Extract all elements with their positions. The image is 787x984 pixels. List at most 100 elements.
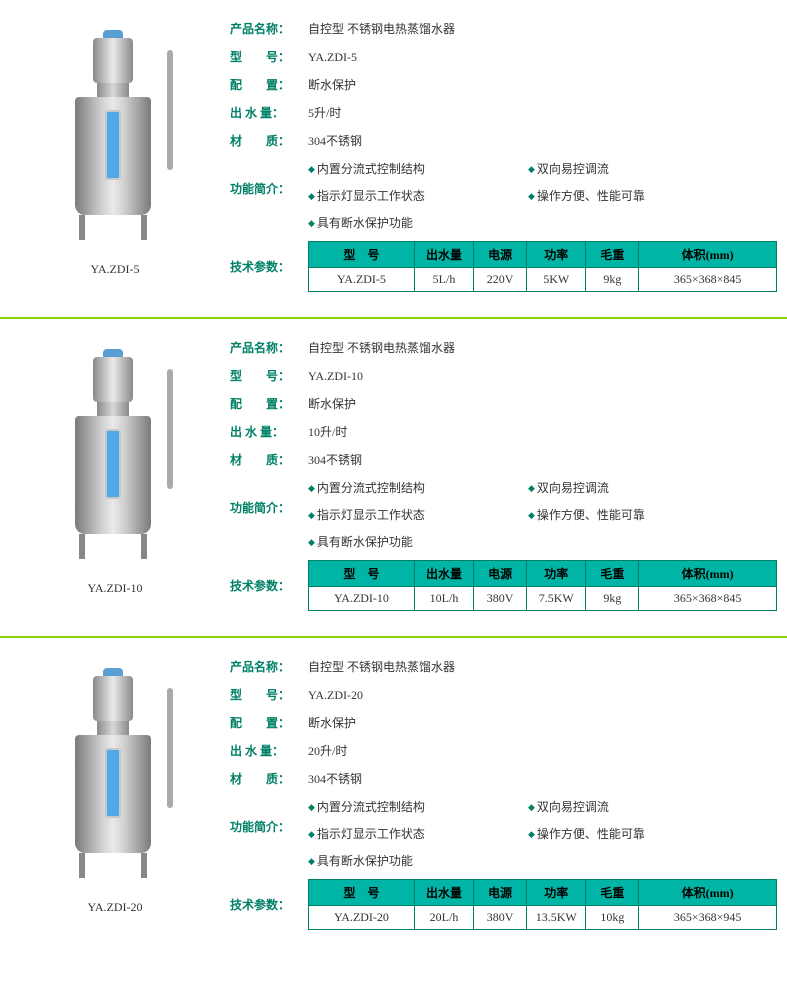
value-model: YA.ZDI-10 [308,367,363,385]
th-volume: 体积(mm) [639,242,777,268]
label-tech: 技术参数： [230,577,308,594]
th-power: 电源 [474,561,527,587]
diamond-icon: ◆ [308,829,315,840]
th-weight: 毛重 [586,880,639,906]
th-kw: 功率 [527,880,586,906]
diamond-icon: ◆ [308,218,315,229]
product-info: 产品名称：自控型 不锈钢电热蒸馏水器 型 号：YA.ZDI-10 配 置：断水保… [220,339,777,611]
value-product-name: 自控型 不锈钢电热蒸馏水器 [308,339,455,357]
feature-item: ◆双向易控调流 [528,160,728,177]
th-volume: 体积(mm) [639,561,777,587]
label-product-name: 产品名称： [230,20,308,38]
params-table: 型 号 出水量 电源 功率 毛重 体积(mm) YA.ZDI-10 10L/h … [308,560,777,611]
feature-item: ◆指示灯显示工作状态 [308,825,528,842]
th-output: 出水量 [414,880,473,906]
label-model: 型 号： [230,686,308,704]
product-image [45,658,185,878]
label-config: 配 置： [230,395,308,413]
diamond-icon: ◆ [308,164,315,175]
td-output: 5L/h [414,268,473,292]
label-model: 型 号： [230,367,308,385]
td-model: YA.ZDI-5 [309,268,415,292]
td-model: YA.ZDI-10 [309,587,415,611]
feature-item: ◆双向易控调流 [528,479,728,496]
td-output: 20L/h [414,906,473,930]
diamond-icon: ◆ [528,483,535,494]
feature-item: ◆具有断水保护功能 [308,533,528,550]
label-tech: 技术参数： [230,896,308,913]
feature-item: ◆操作方便、性能可靠 [528,825,728,842]
product-caption: YA.ZDI-10 [88,581,143,596]
product-block: YA.ZDI-10 产品名称：自控型 不锈钢电热蒸馏水器 型 号：YA.ZDI-… [0,319,787,636]
feature-item: ◆操作方便、性能可靠 [528,506,728,523]
value-model: YA.ZDI-5 [308,48,357,66]
label-config: 配 置： [230,714,308,732]
feature-item: ◆内置分流式控制结构 [308,160,528,177]
td-volume: 365×368×845 [639,587,777,611]
value-config: 断水保护 [308,714,356,732]
label-features: 功能简介： [230,479,308,550]
product-image-col: YA.ZDI-10 [10,339,220,611]
product-image-col: YA.ZDI-5 [10,20,220,292]
value-product-name: 自控型 不锈钢电热蒸馏水器 [308,658,455,676]
value-material: 304不锈钢 [308,132,362,150]
params-table: 型 号 出水量 电源 功率 毛重 体积(mm) YA.ZDI-5 5L/h 22… [308,241,777,292]
label-output: 出 水 量： [230,742,308,760]
td-volume: 365×368×945 [639,906,777,930]
feature-item: ◆操作方便、性能可靠 [528,187,728,204]
product-block: YA.ZDI-5 产品名称：自控型 不锈钢电热蒸馏水器 型 号：YA.ZDI-5… [0,0,787,317]
diamond-icon: ◆ [528,510,535,521]
td-power: 380V [474,587,527,611]
value-output: 10升/时 [308,423,347,441]
th-kw: 功率 [527,242,586,268]
diamond-icon: ◆ [308,537,315,548]
diamond-icon: ◆ [308,483,315,494]
td-weight: 9kg [586,587,639,611]
td-power: 220V [474,268,527,292]
th-weight: 毛重 [586,242,639,268]
label-features: 功能简介： [230,160,308,231]
label-product-name: 产品名称： [230,339,308,357]
value-material: 304不锈钢 [308,451,362,469]
label-material: 材 质： [230,451,308,469]
label-output: 出 水 量： [230,104,308,122]
feature-item: ◆指示灯显示工作状态 [308,506,528,523]
value-config: 断水保护 [308,395,356,413]
product-caption: YA.ZDI-5 [91,262,140,277]
td-volume: 365×368×845 [639,268,777,292]
value-product-name: 自控型 不锈钢电热蒸馏水器 [308,20,455,38]
label-material: 材 质： [230,770,308,788]
diamond-icon: ◆ [308,191,315,202]
label-tech: 技术参数： [230,258,308,275]
value-config: 断水保护 [308,76,356,94]
td-power: 380V [474,906,527,930]
label-product-name: 产品名称： [230,658,308,676]
th-output: 出水量 [414,561,473,587]
feature-item: ◆双向易控调流 [528,798,728,815]
td-kw: 13.5KW [527,906,586,930]
feature-item: ◆内置分流式控制结构 [308,798,528,815]
product-image [45,20,185,240]
value-model: YA.ZDI-20 [308,686,363,704]
product-image-col: YA.ZDI-20 [10,658,220,930]
diamond-icon: ◆ [308,802,315,813]
label-model: 型 号： [230,48,308,66]
feature-item: ◆指示灯显示工作状态 [308,187,528,204]
product-info: 产品名称：自控型 不锈钢电热蒸馏水器 型 号：YA.ZDI-20 配 置：断水保… [220,658,777,930]
value-material: 304不锈钢 [308,770,362,788]
th-model: 型 号 [309,242,415,268]
th-kw: 功率 [527,561,586,587]
diamond-icon: ◆ [528,191,535,202]
product-caption: YA.ZDI-20 [88,900,143,915]
feature-item: ◆具有断水保护功能 [308,214,528,231]
params-table: 型 号 出水量 电源 功率 毛重 体积(mm) YA.ZDI-20 20L/h … [308,879,777,930]
feature-item: ◆内置分流式控制结构 [308,479,528,496]
td-model: YA.ZDI-20 [309,906,415,930]
label-material: 材 质： [230,132,308,150]
th-model: 型 号 [309,880,415,906]
th-power: 电源 [474,242,527,268]
product-block: YA.ZDI-20 产品名称：自控型 不锈钢电热蒸馏水器 型 号：YA.ZDI-… [0,638,787,955]
th-output: 出水量 [414,242,473,268]
th-model: 型 号 [309,561,415,587]
td-weight: 10kg [586,906,639,930]
